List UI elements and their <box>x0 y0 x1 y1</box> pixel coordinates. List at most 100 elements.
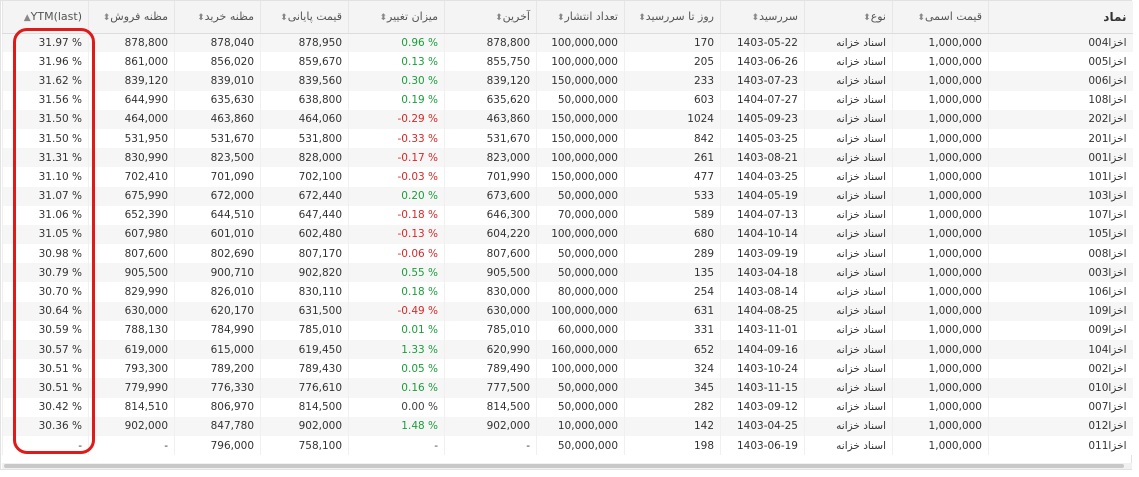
cell-symbol[interactable]: اخزا101 <box>988 167 1133 187</box>
cell-last: 646,300 <box>444 205 537 225</box>
cell-bid: 847,780 <box>174 416 261 436</box>
column-header-ask[interactable]: ⬍مظنه فروش <box>88 1 175 34</box>
column-header-days[interactable]: ⬍روز تا سررسید <box>624 1 721 34</box>
cell-symbol[interactable]: اخزا001 <box>988 148 1133 168</box>
cell-maturity: 1404-08-25 <box>720 301 805 321</box>
cell-issued: 100,000,000 <box>536 148 625 168</box>
cell-bid: 531,670 <box>174 128 261 149</box>
column-header-label: نماد <box>1103 9 1127 24</box>
cell-symbol[interactable]: اخزا103 <box>988 186 1133 206</box>
table-row[interactable]: 31.97 % 878,800 878,040 878,950 0.96 % 878,80… <box>2 33 1133 53</box>
cell-last: 777,500 <box>444 378 537 398</box>
cell-change: 1.48 % <box>348 416 445 436</box>
cell-symbol[interactable]: اخزا008 <box>988 244 1133 264</box>
cell-symbol[interactable]: اخزا108 <box>988 90 1133 110</box>
table-row[interactable]: 31.62 % 839,120 839,010 839,560 0.30 % 839,12… <box>2 71 1133 91</box>
table-row[interactable]: 31.56 % 644,990 635,630 638,800 0.19 % 635,62… <box>2 90 1133 110</box>
cell-symbol[interactable]: اخزا002 <box>988 359 1133 379</box>
cell-symbol[interactable]: اخزا105 <box>988 224 1133 245</box>
cell-symbol[interactable]: اخزا011 <box>988 435 1133 456</box>
cell-issued: 50,000,000 <box>536 397 625 417</box>
table-row[interactable]: 30.51 % 779,990 776,330 776,610 0.16 % 777,50… <box>2 378 1133 398</box>
cell-symbol[interactable]: اخزا003 <box>988 263 1133 283</box>
table-row[interactable]: 30.79 % 905,500 900,710 902,820 0.55 % 905,50… <box>2 263 1133 283</box>
cell-maturity: 1403-07-23 <box>720 71 805 91</box>
cell-ask: 814,510 <box>88 397 175 417</box>
table-row[interactable]: 31.06 % 652,390 644,510 647,440 -0.18 % 646,3… <box>2 205 1133 225</box>
table-row[interactable]: 30.64 % 630,000 620,170 631,500 -0.49 % 630,0… <box>2 301 1133 321</box>
cell-symbol[interactable]: اخزا006 <box>988 71 1133 91</box>
cell-symbol[interactable]: اخزا202 <box>988 109 1133 129</box>
cell-symbol[interactable]: اخزا009 <box>988 320 1133 340</box>
cell-ytm: 30.79 % <box>2 263 89 283</box>
column-header-ytm[interactable]: ▲YTM(last) <box>2 1 89 34</box>
cell-symbol[interactable]: اخزا010 <box>988 378 1133 398</box>
cell-bid: 826,010 <box>174 282 261 302</box>
column-header-change[interactable]: ⬍میزان تغییر <box>348 1 445 34</box>
table-row[interactable]: - -796,000 758,100- -50,000,000 198 1403-06-1… <box>2 435 1133 456</box>
cell-symbol[interactable]: اخزا104 <box>988 340 1133 360</box>
cell-type: اسناد خزانه <box>804 71 893 91</box>
cell-issued: 100,000,000 <box>536 224 625 245</box>
scrollbar-thumb[interactable] <box>4 464 1124 468</box>
column-header-last[interactable]: ⬍آخرین <box>444 1 537 34</box>
cell-days: 680 <box>624 224 721 245</box>
column-header-close[interactable]: ⬍قیمت پایانی <box>260 1 349 34</box>
cell-last: 463,860 <box>444 109 537 129</box>
table-row[interactable]: 31.96 % 861,000 856,020 859,670 0.13 % 855,75… <box>2 52 1133 72</box>
cell-symbol[interactable]: اخزا007 <box>988 397 1133 417</box>
column-header-type[interactable]: ⬍نوع <box>804 1 893 34</box>
cell-type: اسناد خزانه <box>804 378 893 398</box>
cell-change: -0.29 % <box>348 109 445 129</box>
table-row[interactable]: 30.98 % 807,600 802,690 807,170 -0.06 % 807,6… <box>2 244 1133 264</box>
cell-ytm: 30.98 % <box>2 244 89 264</box>
cell-maturity: 1403-06-26 <box>720 52 805 72</box>
cell-maturity: 1403-04-18 <box>720 263 805 283</box>
table-row[interactable]: 31.10 % 702,410 701,090 702,100 -0.03 % 701,9… <box>2 167 1133 187</box>
cell-symbol[interactable]: اخزا012 <box>988 416 1133 436</box>
table-row[interactable]: 31.50 % 464,000 463,860 464,060 -0.29 % 463,8… <box>2 109 1133 129</box>
column-header-bid[interactable]: ⬍مظنه خرید <box>174 1 261 34</box>
cell-maturity: 1403-10-24 <box>720 359 805 379</box>
table-row[interactable]: 31.07 % 675,990 672,000 672,440 0.20 % 673,60… <box>2 186 1133 206</box>
column-header-issued[interactable]: ⬍تعداد انتشار <box>536 1 625 34</box>
cell-ask: 807,600 <box>88 244 175 264</box>
cell-face: 1,000,000 <box>892 224 989 245</box>
cell-bid: 776,330 <box>174 378 261 398</box>
cell-symbol[interactable]: اخزا201 <box>988 128 1133 149</box>
cell-bid: 806,970 <box>174 397 261 417</box>
cell-maturity: 1403-11-15 <box>720 378 805 398</box>
table-row[interactable]: 30.42 % 814,510 806,970 814,500 0.00 % 814,50… <box>2 397 1133 417</box>
column-header-label: آخرین <box>502 10 530 24</box>
table-row[interactable]: 30.59 % 788,130 784,990 785,010 0.01 % 785,01… <box>2 320 1133 340</box>
column-header-face[interactable]: ⬍قیمت اسمی <box>892 1 989 34</box>
column-header-maturity[interactable]: ⬍سررسید <box>720 1 805 34</box>
cell-type: اسناد خزانه <box>804 340 893 360</box>
table-row[interactable]: 30.57 % 619,000 615,000 619,450 1.33 % 620,99… <box>2 340 1133 360</box>
cell-ask: 793,300 <box>88 359 175 379</box>
cell-ask: 779,990 <box>88 378 175 398</box>
cell-symbol[interactable]: اخزا107 <box>988 205 1133 225</box>
column-header-symbol[interactable]: نماد <box>988 1 1133 34</box>
cell-days: 233 <box>624 71 721 91</box>
cell-face: 1,000,000 <box>892 320 989 340</box>
cell-ask: 905,500 <box>88 263 175 283</box>
cell-symbol[interactable]: اخزا005 <box>988 52 1133 72</box>
table-row[interactable]: 30.70 % 829,990 826,010 830,110 0.18 % 830,00… <box>2 282 1133 302</box>
cell-maturity: 1403-04-25 <box>720 416 805 436</box>
cell-symbol[interactable]: اخزا004 <box>988 33 1133 53</box>
table-row[interactable]: 31.05 % 607,980 601,010 602,480 -0.13 % 604,2… <box>2 224 1133 245</box>
table-row[interactable]: 30.51 % 793,300 789,200 789,430 0.05 % 789,49… <box>2 359 1133 379</box>
horizontal-scrollbar[interactable] <box>2 463 1132 469</box>
cell-bid: 802,690 <box>174 244 261 264</box>
table-row[interactable]: 31.31 % 830,990 823,500 828,000 -0.17 % 823,0… <box>2 148 1133 168</box>
cell-ask: 464,000 <box>88 109 175 129</box>
cell-face: 1,000,000 <box>892 359 989 379</box>
cell-ask: 702,410 <box>88 167 175 187</box>
cell-symbol[interactable]: اخزا106 <box>988 282 1133 302</box>
cell-last: 673,600 <box>444 186 537 206</box>
cell-symbol[interactable]: اخزا109 <box>988 301 1133 321</box>
table-row[interactable]: 30.36 % 902,000 847,780 902,000 1.48 % 902,00… <box>2 416 1133 436</box>
table-row[interactable]: 31.50 % 531,950 531,670 531,800 -0.33 % 531,6… <box>2 128 1133 149</box>
cell-bid: 635,630 <box>174 90 261 110</box>
